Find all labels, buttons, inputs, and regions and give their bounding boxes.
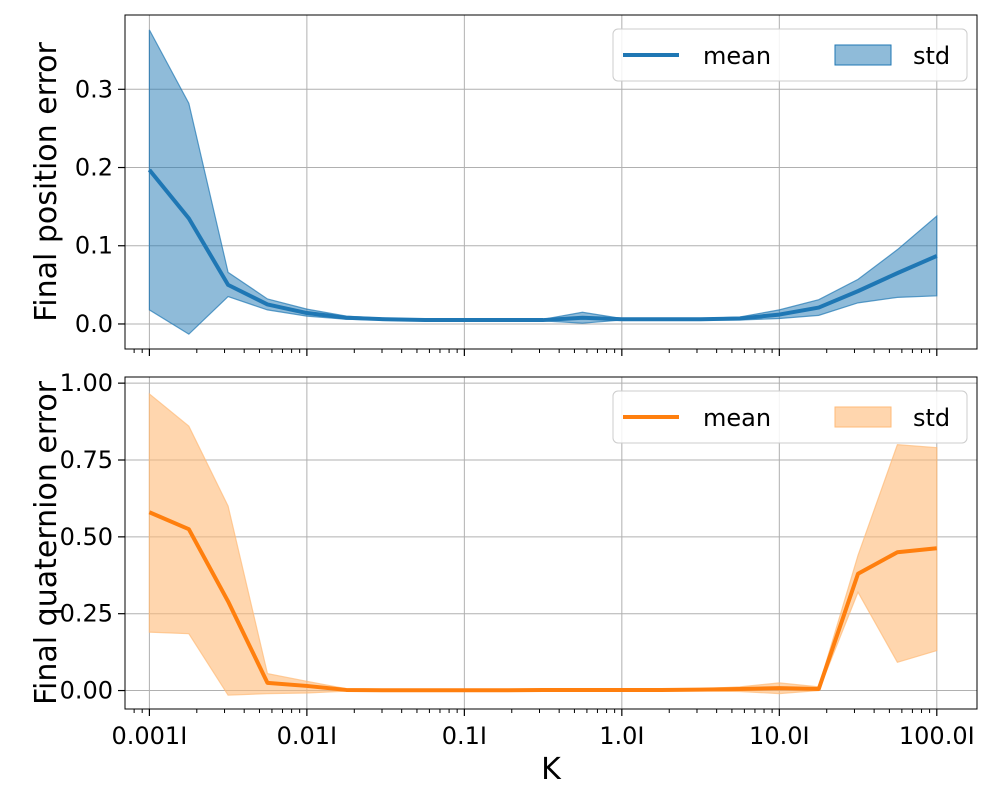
x-tick-label-3: 1.0I bbox=[599, 722, 644, 750]
y-tick-label-1: 0.25 bbox=[60, 600, 113, 628]
legend-std-swatch bbox=[834, 406, 892, 428]
y-tick-label-2: 0.2 bbox=[75, 154, 113, 182]
y-axis-label: Final quaternion error bbox=[29, 380, 64, 705]
y-tick-label-2: 0.50 bbox=[60, 523, 113, 551]
position-error-panel: 0.0 0.1 0.2 0.3 Final position error mean std bbox=[29, 14, 978, 356]
x-tick-label-5: 100.0I bbox=[899, 722, 975, 750]
x-axis-label: K bbox=[541, 752, 562, 787]
y-tick-label-3: 0.75 bbox=[60, 446, 113, 474]
legend: mean std bbox=[612, 390, 968, 444]
x-tick-label-1: 0.01I bbox=[277, 722, 338, 750]
x-ticks: 0.001I 0.01I 0.1I 1.0I 10.0I 100.0I bbox=[111, 709, 975, 750]
mean-line bbox=[148, 510, 938, 693]
y-tick-label-0: 0.00 bbox=[60, 677, 113, 705]
legend: mean std bbox=[612, 28, 968, 82]
x-tick-label-2: 0.1I bbox=[442, 722, 487, 750]
legend-box bbox=[612, 390, 968, 444]
quaternion-error-panel: 0.001I 0.01I 0.1I 1.0I 10.0I 100.0I0.000.250.… bbox=[29, 369, 978, 787]
y-tick-label-0: 0.0 bbox=[75, 310, 113, 338]
y-tick-label-1: 0.1 bbox=[75, 232, 113, 260]
plot-frame bbox=[124, 376, 978, 710]
y-ticks: 0.0 0.1 0.2 0.3 bbox=[75, 75, 125, 338]
x-tick-label-4: 10.0I bbox=[749, 722, 810, 750]
x-minor-ticks bbox=[133, 349, 931, 353]
mean-line bbox=[147, 168, 938, 323]
legend-box bbox=[612, 28, 968, 82]
x-tick-label-0: 0.001I bbox=[111, 722, 187, 750]
legend-std-label: std bbox=[913, 42, 950, 70]
x-minor-ticks bbox=[133, 709, 931, 713]
legend-mean-label: mean bbox=[703, 42, 771, 70]
plot-frame bbox=[124, 14, 978, 350]
y-ticks: 0.00 0.25 0.50 0.75 1.00 bbox=[60, 369, 125, 705]
y-tick-label-4: 1.00 bbox=[60, 369, 113, 397]
legend-std-swatch bbox=[834, 44, 892, 66]
x-ticks bbox=[148, 349, 938, 356]
y-tick-label-3: 0.3 bbox=[75, 75, 113, 103]
legend-std-label: std bbox=[913, 404, 950, 432]
y-axis-label: Final position error bbox=[29, 42, 64, 322]
legend-mean-label: mean bbox=[703, 404, 771, 432]
